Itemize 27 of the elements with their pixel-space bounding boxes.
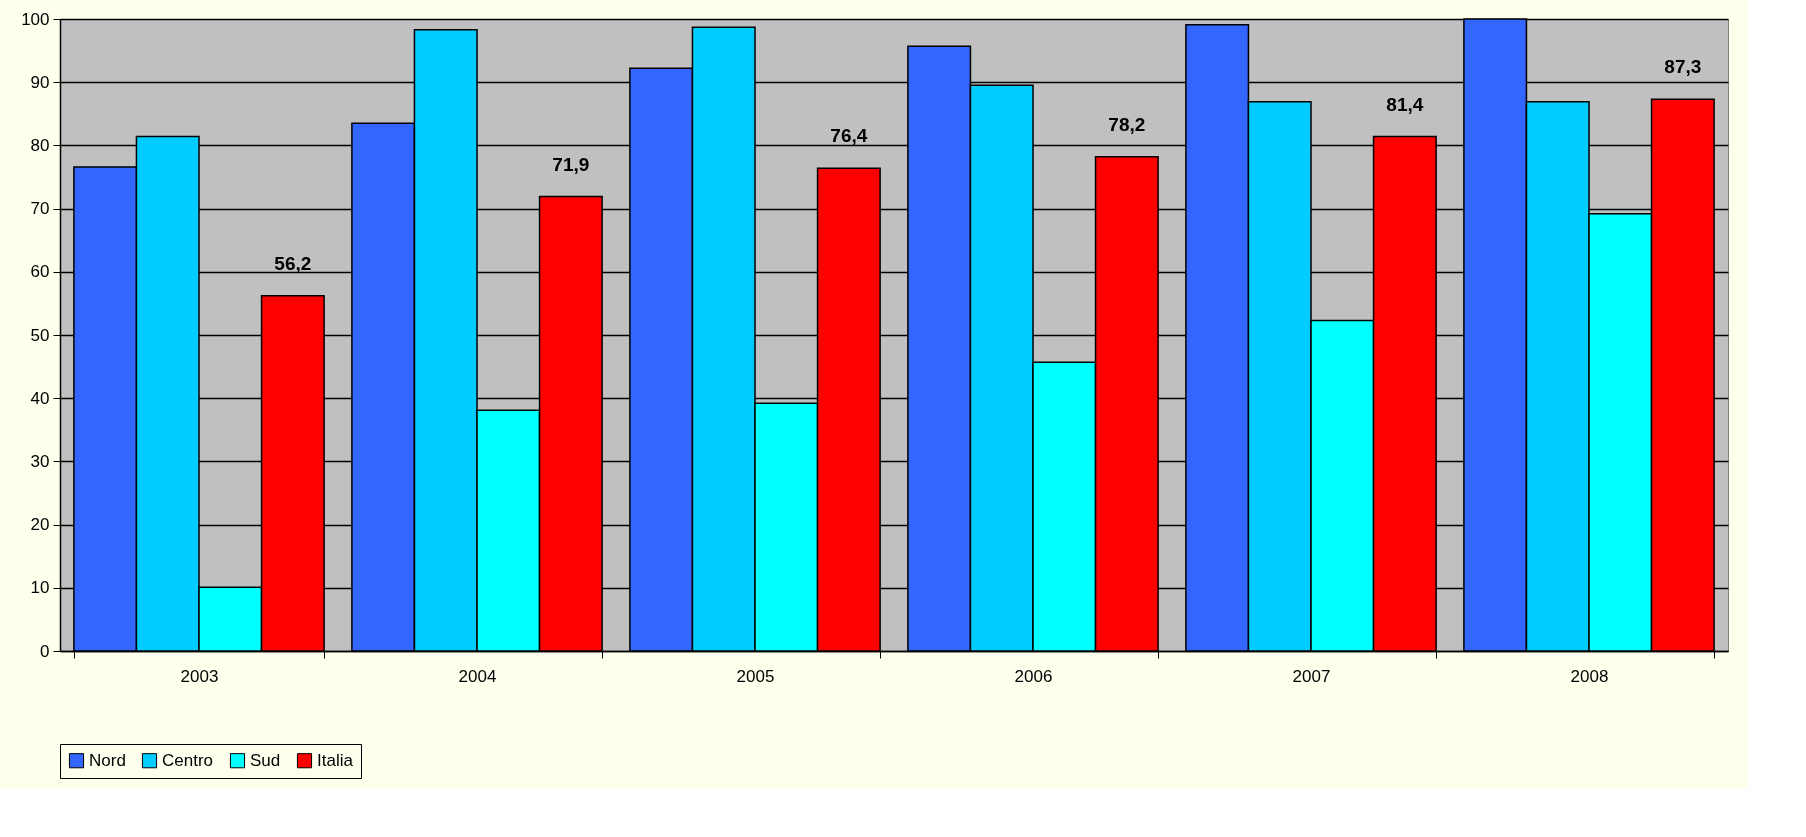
legend-label: Nord [89,750,126,770]
data-label: 76,4 [830,125,868,147]
y-tick-label: 60 [30,262,50,282]
legend-label: Centro [162,750,214,770]
y-tick-label: 40 [30,388,50,408]
data-label: 87,3 [1664,56,1702,78]
data-label: 78,2 [1108,113,1146,135]
x-tick-label: 2007 [1292,666,1331,686]
legend-label: Sud [250,750,281,770]
data-label: 81,4 [1386,93,1424,115]
y-tick-label: 100 [21,9,50,29]
x-tick-label: 2005 [736,666,775,686]
y-tick-label: 0 [40,641,50,661]
y-tick-label: 70 [30,199,50,219]
y-tick-label: 80 [30,135,50,155]
y-tick-label: 20 [30,515,50,535]
y-tick-label: 10 [30,578,50,598]
x-tick-label: 2003 [180,666,219,686]
x-tick-label: 2006 [1014,666,1053,686]
y-tick-label: 90 [30,72,50,92]
legend-label: Italia [317,750,354,770]
data-label: 56,2 [274,252,312,274]
data-label: 71,9 [552,153,590,175]
x-tick-label: 2004 [458,666,497,686]
y-tick-label: 30 [30,451,50,471]
y-tick-label: 50 [30,325,50,345]
x-tick-label: 2008 [1570,666,1609,686]
